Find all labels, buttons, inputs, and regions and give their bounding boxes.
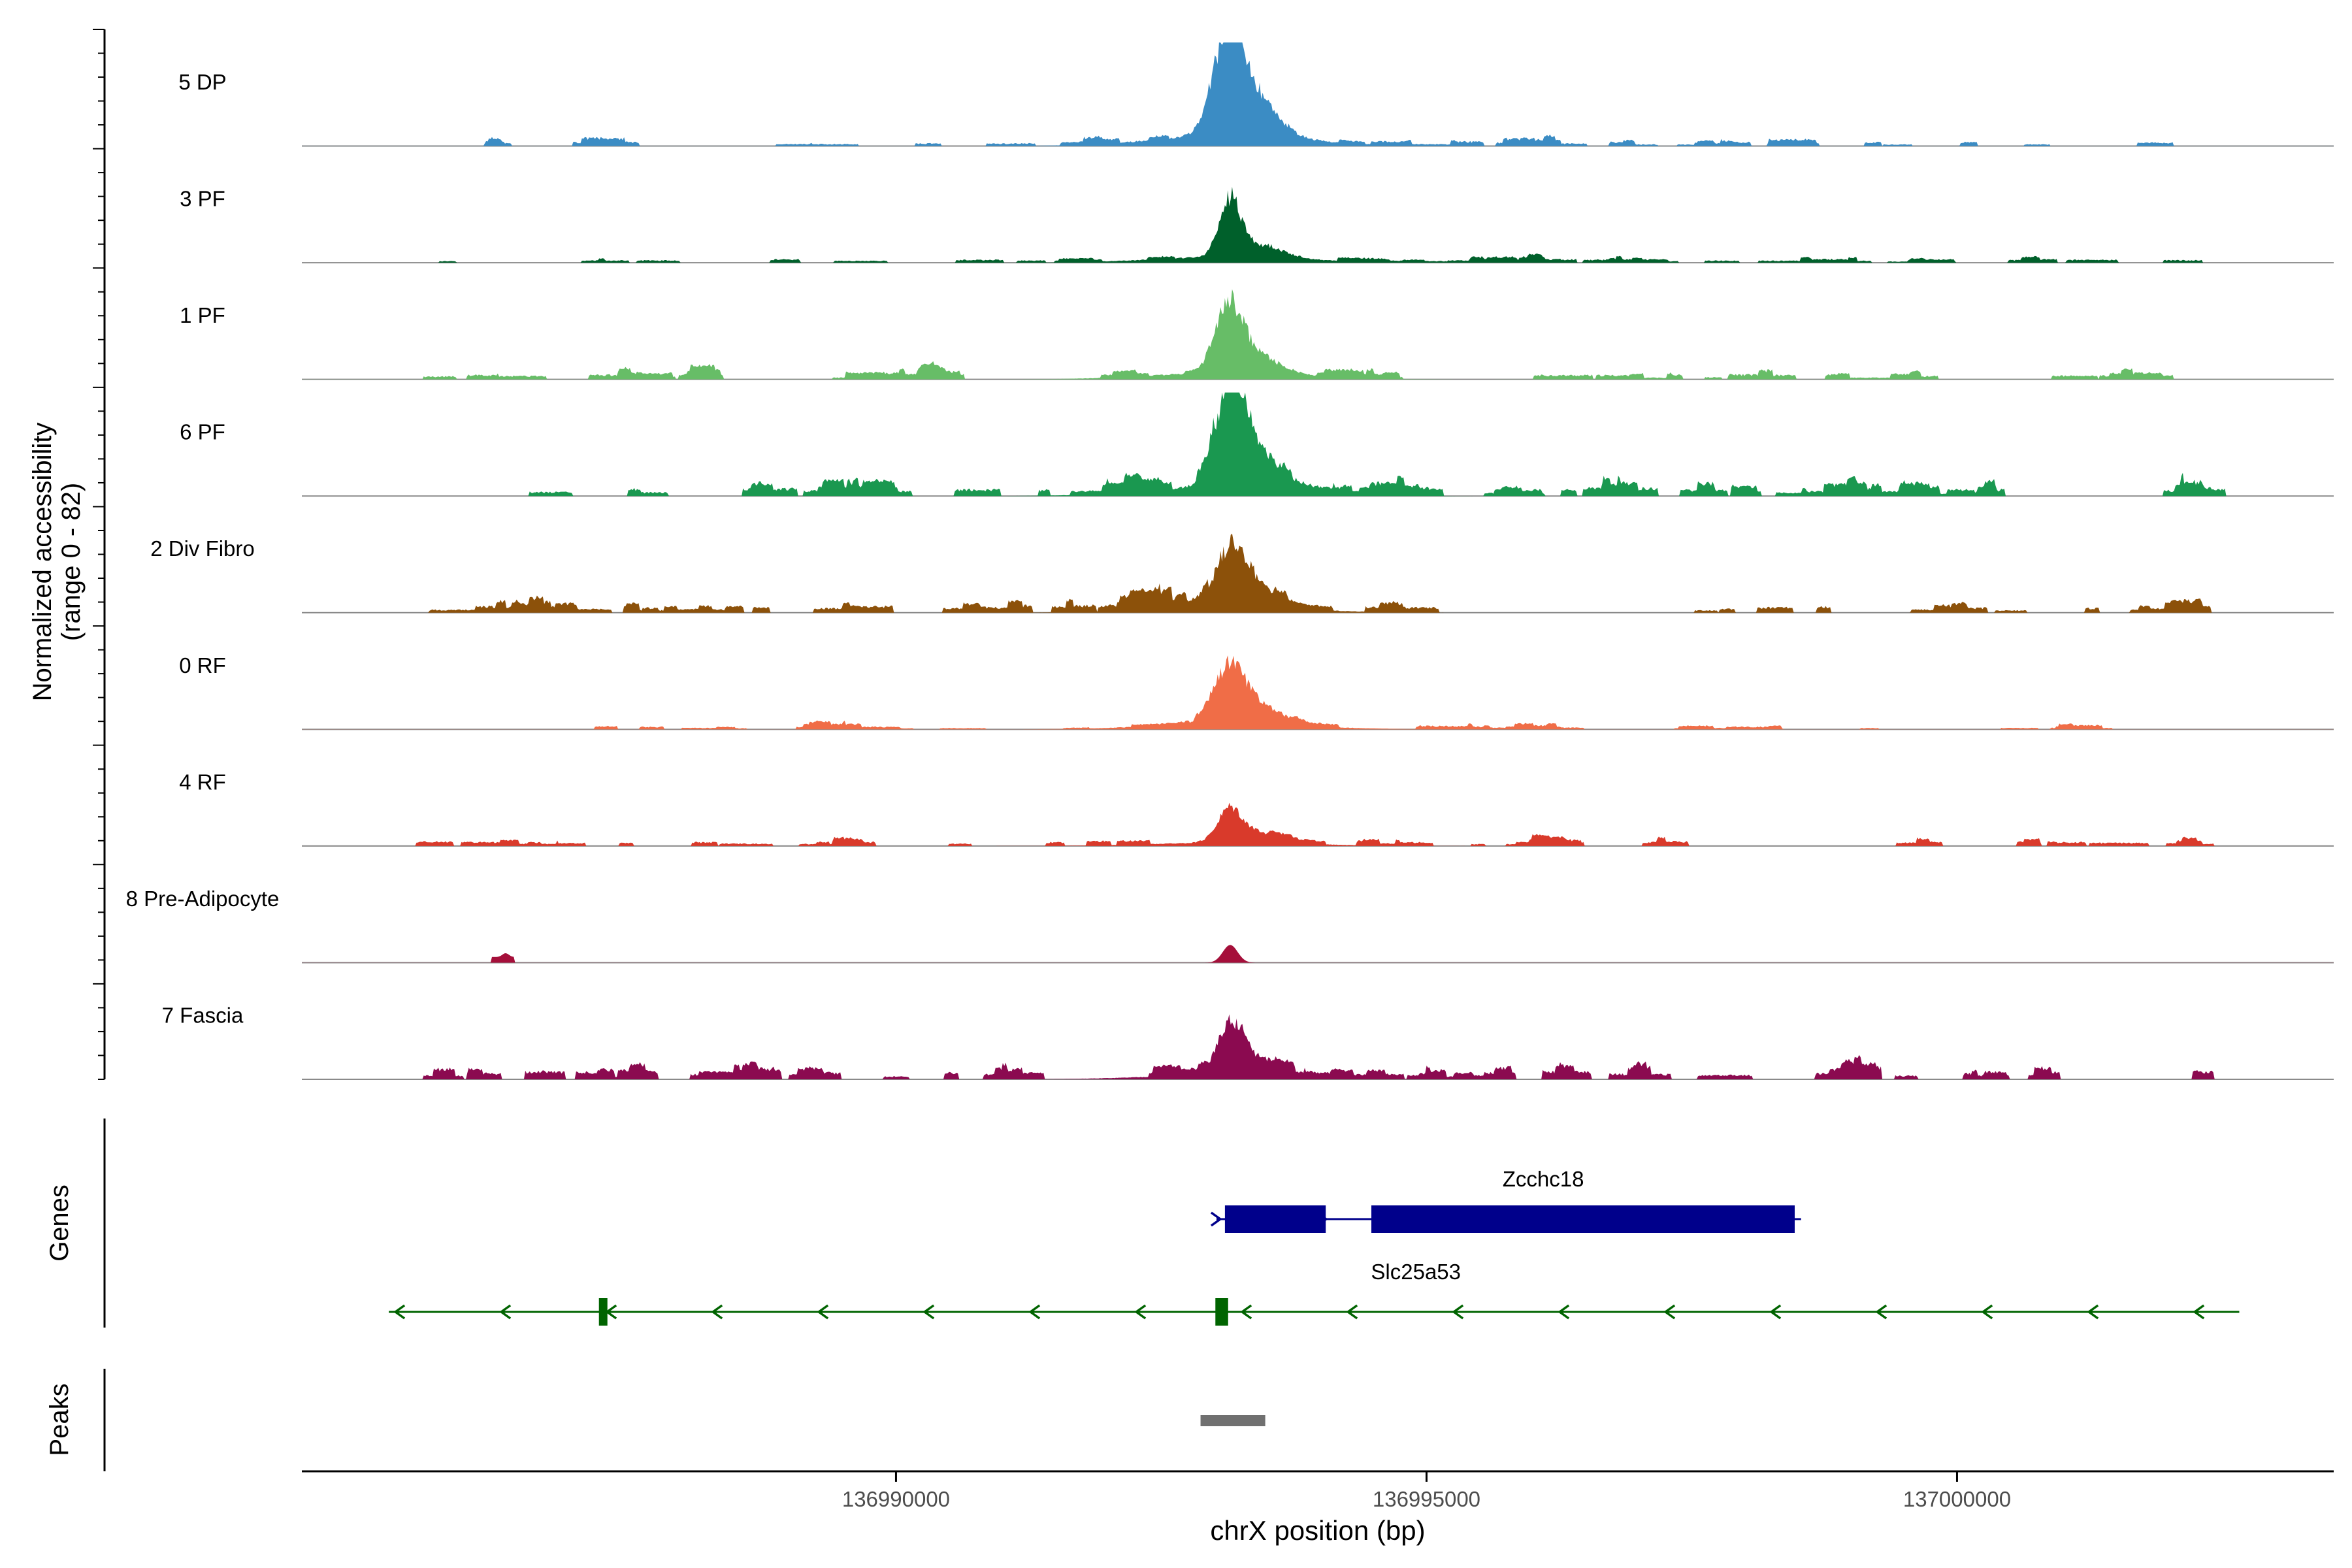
track-5-dp: 5 DP	[178, 42, 2334, 147]
strand-arrow	[1210, 1211, 1221, 1227]
track-4-rf: 4 RF	[179, 770, 2334, 847]
track-label: 6 PF	[180, 420, 225, 444]
track-label: 7 Fascia	[162, 1003, 244, 1027]
gene-exon	[1215, 1298, 1228, 1326]
track-coverage-area	[302, 655, 2334, 730]
strand-arrow	[2194, 1304, 2205, 1320]
track-coverage-area	[302, 186, 2334, 263]
strand-arrow	[1876, 1304, 1887, 1320]
gene-slc25a53: Slc25a53	[389, 1260, 2240, 1326]
track-3-pf: 3 PF	[180, 186, 2334, 264]
x-tick-label: 137000000	[1903, 1487, 2011, 1511]
track-1-pf: 1 PF	[180, 289, 2334, 380]
track-label: 2 Div Fibro	[150, 536, 255, 561]
y-axis-label-line2: (range 0 - 82)	[57, 483, 86, 641]
track-7-fascia: 7 Fascia	[162, 1003, 2334, 1080]
gene-exon	[598, 1298, 608, 1326]
y-axis-label: Normalized accessibility (range 0 - 82)	[28, 423, 86, 702]
strand-arrow	[818, 1304, 829, 1320]
strand-arrow	[1982, 1304, 1993, 1320]
track-6-pf: 6 PF	[180, 392, 2334, 497]
track-coverage-area	[302, 533, 2334, 613]
x-tick-label: 136990000	[842, 1487, 950, 1511]
track-coverage-area	[302, 42, 2334, 146]
gene-label: Slc25a53	[1371, 1260, 1461, 1284]
strand-arrow	[1135, 1304, 1147, 1320]
peaks-panel-label: Peaks	[45, 1383, 74, 1456]
strand-arrow	[2088, 1304, 2099, 1320]
track-coverage-area	[302, 802, 2334, 846]
track-8-pre-adipocyte: 8 Pre-Adipocyte	[126, 887, 2334, 964]
x-axis-label: chrX position (bp)	[1210, 1515, 1425, 1546]
peaks-panel: Peaks	[45, 1369, 1266, 1471]
strand-arrow	[1347, 1304, 1358, 1320]
strand-arrow	[924, 1304, 935, 1320]
gene-label: Zcchc18	[1503, 1167, 1584, 1191]
y-axis-label-line1: Normalized accessibility	[28, 423, 57, 702]
track-coverage-area	[302, 392, 2334, 497]
track-0-rf: 0 RF	[179, 653, 2334, 730]
x-tick-label: 136995000	[1373, 1487, 1480, 1511]
genes-panel-label: Genes	[45, 1184, 74, 1262]
peak-region	[1200, 1415, 1266, 1426]
strand-arrow	[606, 1304, 617, 1320]
strand-arrow	[1771, 1304, 1782, 1320]
gene-models: Zcchc18 Slc25a53	[389, 1167, 2240, 1326]
track-2-div-fibro: 2 Div Fibro	[150, 533, 2334, 613]
track-coverage-area	[302, 945, 2334, 963]
track-coverage-area	[302, 1014, 2334, 1079]
track-label: 5 DP	[178, 70, 226, 94]
track-label: 0 RF	[179, 653, 226, 678]
x-axis: 136990000 136995000 137000000 chrX positio…	[302, 1470, 2334, 1546]
x-axis-ticks: 136990000 136995000 137000000	[842, 1471, 2011, 1511]
coverage-tracks: 5 DP 3 PF 1 PF 6 PF 2 Div Fibro 0 RF 4 RF 8 Pre…	[126, 42, 2334, 1080]
gene-exon	[1371, 1205, 1795, 1233]
gene-exon	[1224, 1205, 1326, 1233]
track-coverage-area	[302, 289, 2334, 380]
strand-arrow	[1453, 1304, 1464, 1320]
peak-regions	[1200, 1415, 1266, 1426]
strand-arrow	[712, 1304, 723, 1320]
genes-panel: Genes Zcchc18 Slc25a53	[45, 1119, 2240, 1328]
track-label: 3 PF	[180, 187, 225, 211]
strand-arrow	[500, 1304, 512, 1320]
strand-arrow	[1241, 1304, 1252, 1320]
strand-arrow	[1665, 1304, 1676, 1320]
gene-zcchc18: Zcchc18	[1210, 1167, 1801, 1233]
track-label: 4 RF	[179, 770, 226, 794]
track-label: 1 PF	[180, 303, 225, 327]
strand-arrow	[1030, 1304, 1041, 1320]
coverage-y-axis	[93, 29, 106, 1080]
track-label: 8 Pre-Adipocyte	[126, 887, 280, 911]
strand-arrow	[1559, 1304, 1570, 1320]
strand-arrow	[395, 1304, 406, 1320]
